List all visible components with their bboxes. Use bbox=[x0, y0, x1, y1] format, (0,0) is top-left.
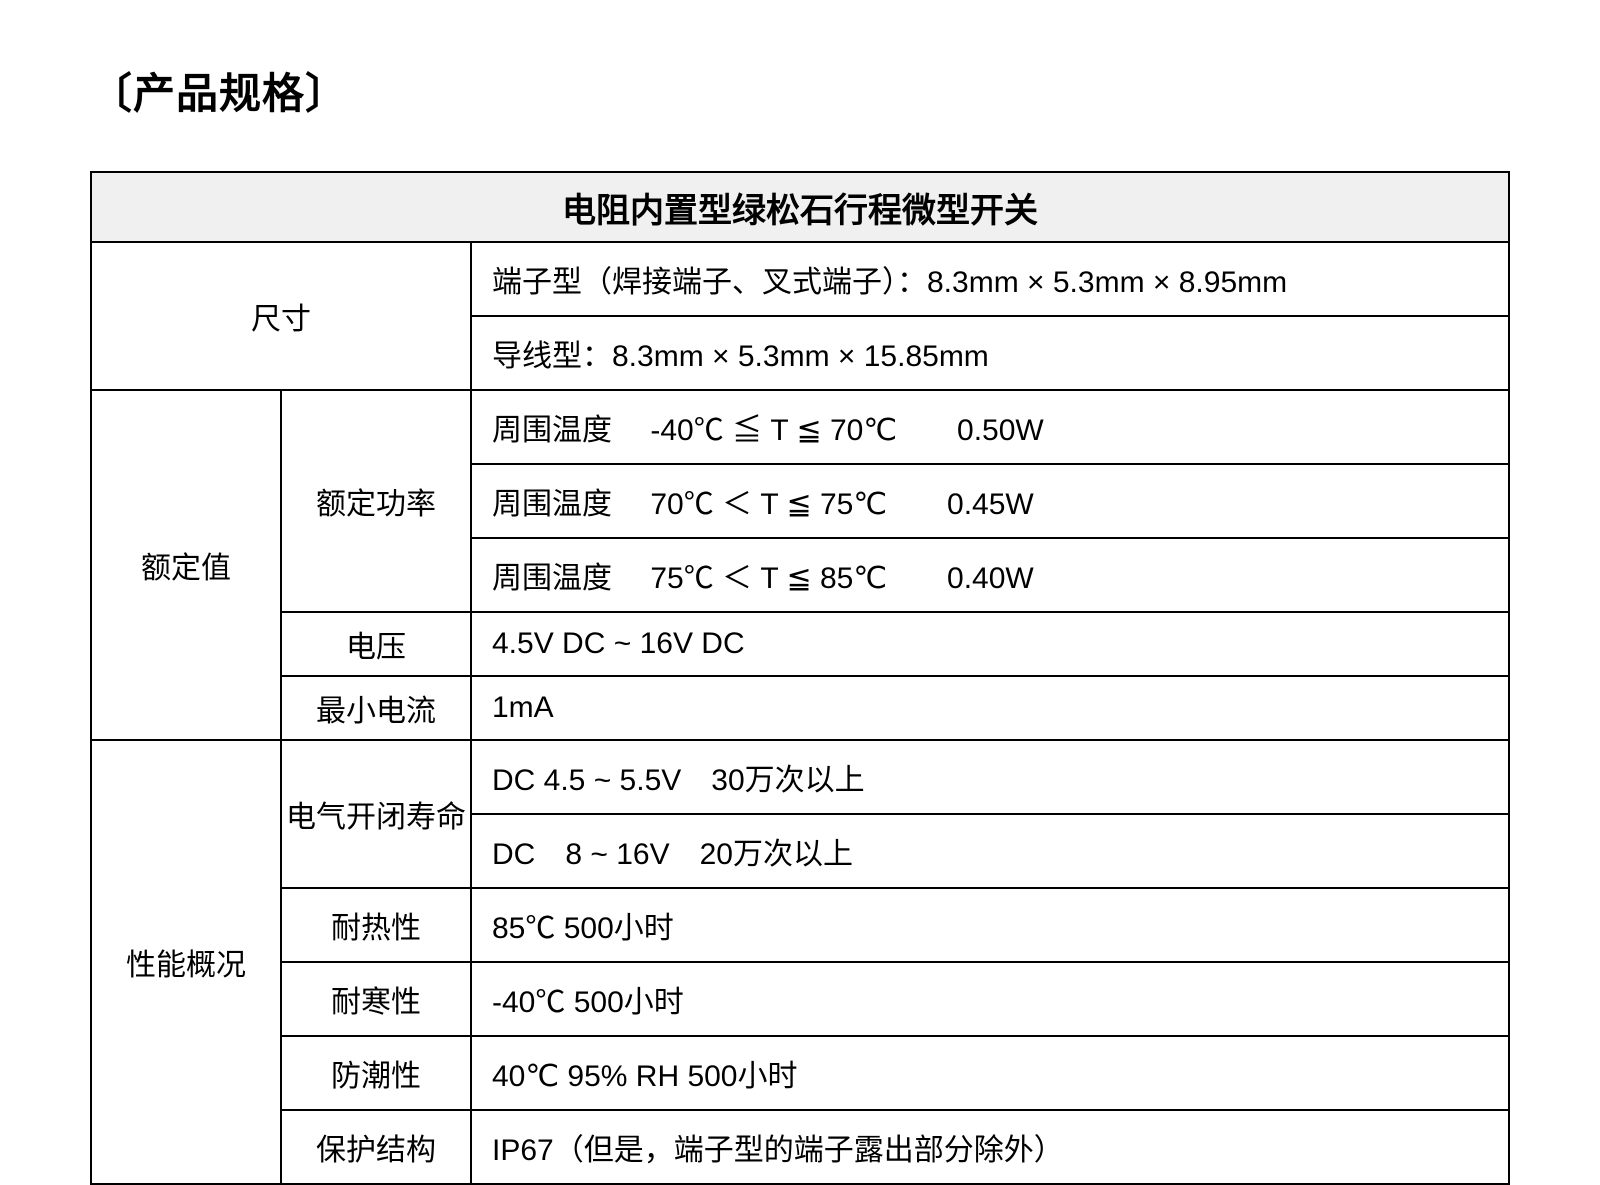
dimensions-value-0: 端子型（焊接端子、叉式端子）：8.3mm × 5.3mm × 8.95mm bbox=[471, 242, 1509, 316]
rated-voltage-value: 4.5V DC ~ 16V DC bbox=[471, 612, 1509, 676]
rated-power-value-2: 周围温度 75℃ ＜ T ≦ 85℃ 0.40W bbox=[471, 538, 1509, 612]
page-title: 〔产品规格〕 bbox=[90, 60, 1510, 121]
rated-mincurrent-value: 1mA bbox=[471, 676, 1509, 740]
rated-power-value-1: 周围温度 70℃ ＜ T ≦ 75℃ 0.45W bbox=[471, 464, 1509, 538]
table-row: 耐热性 85℃ 500小时 bbox=[91, 888, 1509, 962]
cold-value: -40℃ 500小时 bbox=[471, 962, 1509, 1036]
table-header-row: 电阻内置型绿松石行程微型开关 bbox=[91, 172, 1509, 242]
electrical-life-value-1: DC 8 ~ 16V 20万次以上 bbox=[471, 814, 1509, 888]
table-row: 额定值 额定功率 周围温度 -40℃ ≦ T ≦ 70℃ 0.50W bbox=[91, 390, 1509, 464]
protection-label: 保护结构 bbox=[281, 1110, 471, 1184]
performance-label: 性能概况 bbox=[91, 740, 281, 1184]
table-row: 尺寸 端子型（焊接端子、叉式端子）：8.3mm × 5.3mm × 8.95mm bbox=[91, 242, 1509, 316]
table-row: 耐寒性 -40℃ 500小时 bbox=[91, 962, 1509, 1036]
dimensions-value-1: 导线型：8.3mm × 5.3mm × 15.85mm bbox=[471, 316, 1509, 390]
rated-label: 额定值 bbox=[91, 390, 281, 740]
spec-table: 电阻内置型绿松石行程微型开关 尺寸 端子型（焊接端子、叉式端子）：8.3mm ×… bbox=[90, 171, 1510, 1185]
cold-label: 耐寒性 bbox=[281, 962, 471, 1036]
protection-value: IP67（但是，端子型的端子露出部分除外） bbox=[471, 1110, 1509, 1184]
heat-value: 85℃ 500小时 bbox=[471, 888, 1509, 962]
rated-power-value-0: 周围温度 -40℃ ≦ T ≦ 70℃ 0.50W bbox=[471, 390, 1509, 464]
table-row: 保护结构 IP67（但是，端子型的端子露出部分除外） bbox=[91, 1110, 1509, 1184]
rated-mincurrent-label: 最小电流 bbox=[281, 676, 471, 740]
dimensions-label: 尺寸 bbox=[91, 242, 471, 390]
table-row: 电压 4.5V DC ~ 16V DC bbox=[91, 612, 1509, 676]
moisture-value: 40℃ 95% RH 500小时 bbox=[471, 1036, 1509, 1110]
table-header: 电阻内置型绿松石行程微型开关 bbox=[91, 172, 1509, 242]
moisture-label: 防潮性 bbox=[281, 1036, 471, 1110]
electrical-life-value-0: DC 4.5 ~ 5.5V 30万次以上 bbox=[471, 740, 1509, 814]
table-row: 性能概况 电气开闭寿命 DC 4.5 ~ 5.5V 30万次以上 bbox=[91, 740, 1509, 814]
rated-voltage-label: 电压 bbox=[281, 612, 471, 676]
rated-power-label: 额定功率 bbox=[281, 390, 471, 612]
table-row: 最小电流 1mA bbox=[91, 676, 1509, 740]
heat-label: 耐热性 bbox=[281, 888, 471, 962]
electrical-life-label: 电气开闭寿命 bbox=[281, 740, 471, 888]
table-row: 防潮性 40℃ 95% RH 500小时 bbox=[91, 1036, 1509, 1110]
